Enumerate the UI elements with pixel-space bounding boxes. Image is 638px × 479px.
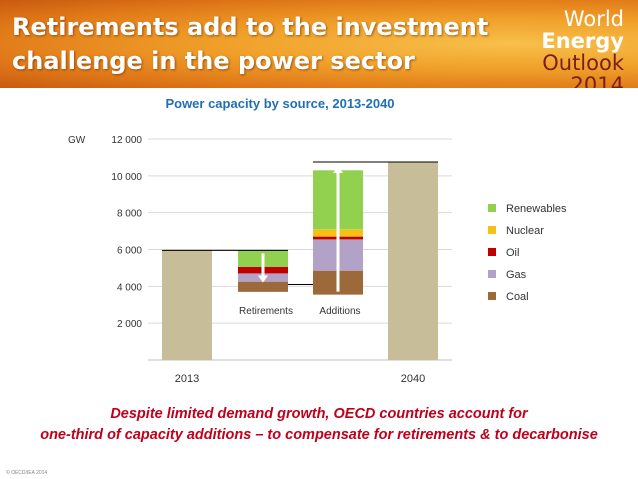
legend-swatch-oil (488, 248, 496, 256)
x-tick-label-2040: 2040 (401, 373, 425, 385)
slide-title: Retirements add to the investment challe… (12, 10, 489, 78)
legend-label-gas: Gas (506, 269, 527, 281)
slide-caption: Despite limited demand growth, OECD coun… (0, 404, 638, 446)
logo-line-world: World (563, 7, 624, 31)
bar-label-retirements: Retirements (239, 306, 293, 317)
legend-label-renewables: Renewables (506, 203, 567, 215)
legend-swatch-nuclear (488, 226, 496, 234)
slide-title-line-1: Retirements add to the investment (12, 13, 489, 41)
additions-arrow-head (333, 166, 343, 174)
legend-label-coal: Coal (506, 291, 529, 303)
bar-segment-retirements-coal (238, 281, 288, 292)
legend-label-nuclear: Nuclear (506, 225, 544, 237)
legend-label-oil: Oil (506, 247, 519, 259)
logo-line-energy: Energy (541, 29, 624, 53)
capacity-chart: 2 000 4 000 6 000 8 000 10 000 12 000 GW Retire… (68, 135, 567, 385)
caption-line-2: one-third of capacity additions – to com… (40, 427, 598, 443)
bar-total-2013 (162, 250, 212, 360)
legend-swatch-renewables (488, 204, 496, 212)
y-tick-label: 4 000 (117, 282, 142, 293)
legend-swatch-coal (488, 292, 496, 300)
slide-title-line-2: challenge in the power sector (12, 47, 415, 75)
logo-line-year: 2014 (570, 73, 624, 88)
x-tick-label-2013: 2013 (175, 373, 199, 385)
y-tick-label: 8 000 (117, 209, 142, 220)
y-tick-label: 12 000 (111, 135, 142, 146)
weo-logo: World Energy Outlook 2014 (541, 8, 624, 88)
chart-title: Power capacity by source, 2013-2040 (165, 96, 395, 111)
bar-label-additions: Additions (319, 306, 360, 317)
header-banner: Retirements add to the investment challe… (0, 0, 638, 88)
retirements-arrow-head (258, 275, 268, 283)
y-axis-label: GW (68, 135, 86, 146)
y-tick-label: 2 000 (117, 319, 142, 330)
legend-swatch-gas (488, 270, 496, 278)
caption-line-1: Despite limited demand growth, OECD coun… (110, 406, 528, 422)
y-tick-label: 10 000 (111, 172, 142, 183)
bar-total-2040 (388, 162, 438, 360)
copyright: © OECD/IEA 2014 (6, 470, 48, 476)
logo-line-outlook: Outlook (542, 51, 624, 75)
y-tick-label: 6 000 (117, 246, 142, 257)
